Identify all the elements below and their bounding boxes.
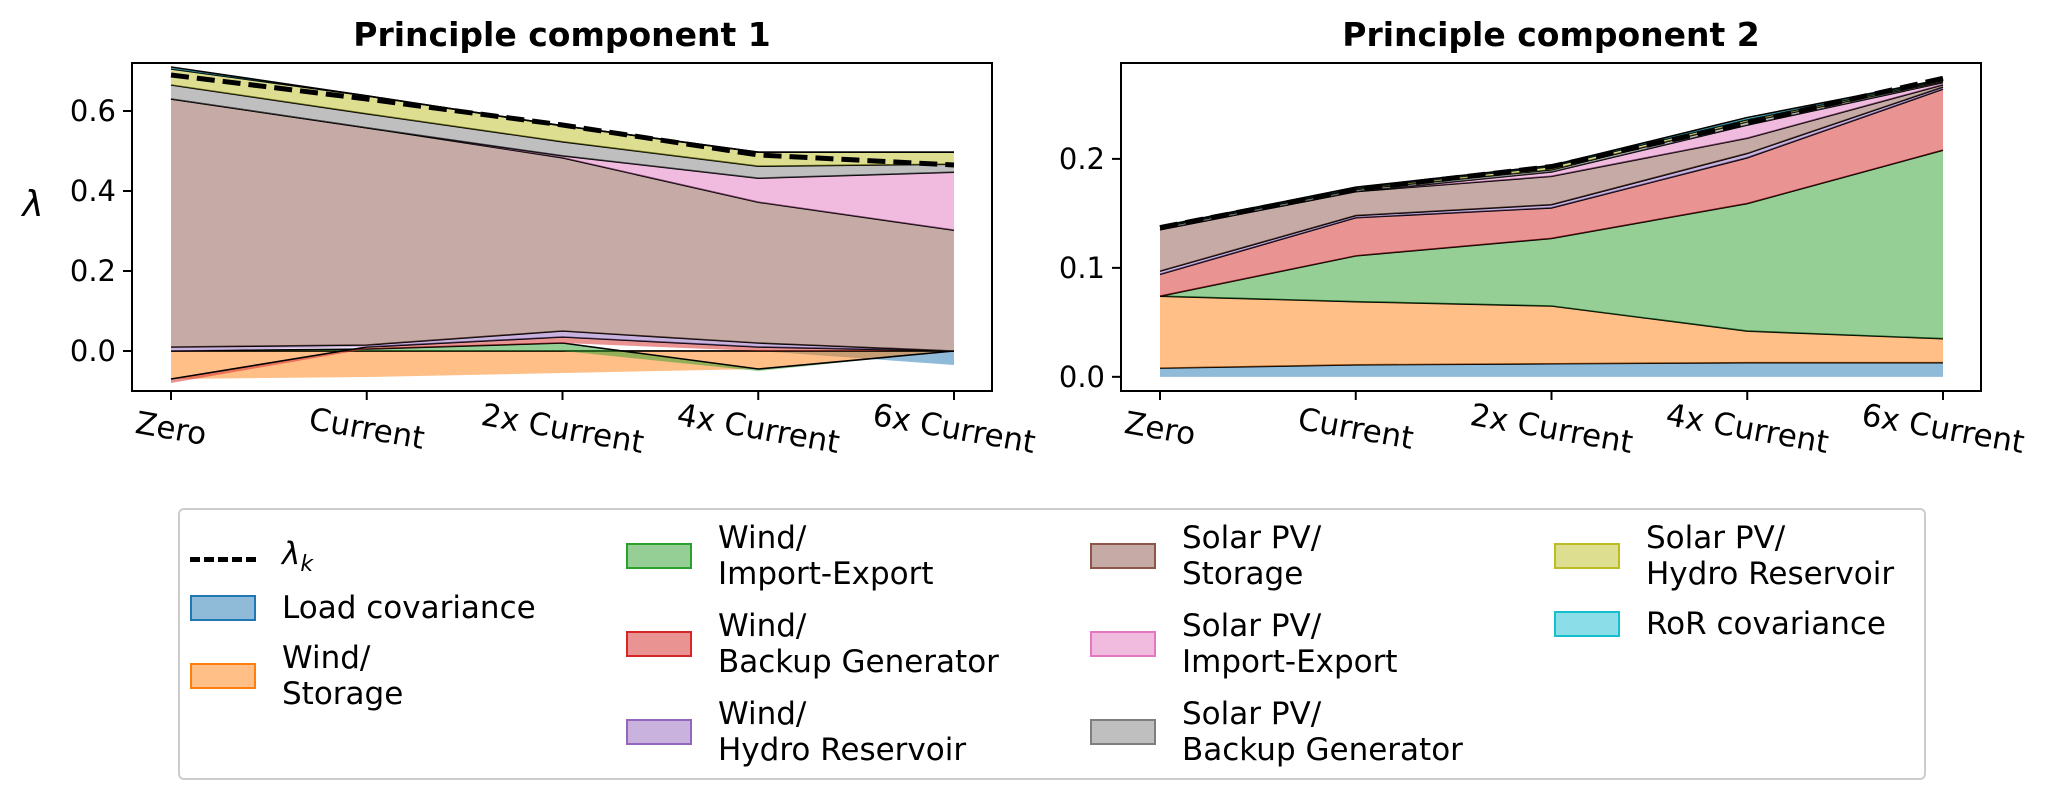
area-solar-hydro-1 bbox=[171, 69, 954, 167]
legend-label-ror: RoR covariance bbox=[1646, 606, 1886, 642]
lambda-k-line-1 bbox=[170, 72, 955, 168]
area-wind-hydro-1 bbox=[171, 331, 954, 351]
x-tick-label-2: 4x Current bbox=[1663, 397, 1831, 461]
area-wind-ie-1 bbox=[171, 343, 954, 371]
legend-swatch-lambda-k bbox=[190, 547, 256, 573]
plot-area-2 bbox=[1159, 75, 1944, 377]
area-solar-storage-1 bbox=[171, 99, 954, 351]
y-axis-label-1: λ bbox=[20, 184, 43, 225]
y-tick-label-1: 0.0 bbox=[70, 334, 116, 368]
x-tick-label-2: 6x Current bbox=[1859, 397, 2027, 461]
area-load-2 bbox=[1160, 362, 1943, 377]
plot-area-1 bbox=[170, 66, 955, 383]
area-solar-storage-2 bbox=[1160, 84, 1943, 272]
legend-label-solar-storage: Solar PV/ Storage bbox=[1182, 520, 1322, 592]
area-wind-storage-2 bbox=[1160, 296, 1943, 369]
legend-item-wind-hydro: Wind/ Hydro Reservoir bbox=[626, 696, 966, 768]
area-wind-backup-2 bbox=[1160, 89, 1943, 297]
legend-item-solar-ie: Solar PV/ Import-Export bbox=[1090, 608, 1398, 680]
legend-swatch-wind-hydro bbox=[626, 719, 692, 745]
legend-label-wind-backup: Wind/ Backup Generator bbox=[718, 608, 999, 680]
legend-item-load: Load covariance bbox=[190, 590, 536, 626]
x-tick-label-1: Current bbox=[306, 401, 427, 457]
legend-label-lambda-k: λk bbox=[282, 536, 314, 578]
x-tick-label-1: 6x Current bbox=[870, 397, 1038, 461]
legend-swatch-load bbox=[190, 595, 256, 621]
y-tick-label-1: 0.2 bbox=[70, 254, 116, 288]
area-wind-ie-2 bbox=[1160, 150, 1943, 339]
area-wind-backup-1 bbox=[171, 337, 954, 383]
y-tick-label-1: 0.4 bbox=[70, 174, 116, 208]
legend-label-solar-backup: Solar PV/ Backup Generator bbox=[1182, 696, 1463, 768]
x-tick-label-2: 2x Current bbox=[1467, 397, 1635, 461]
legend-swatch-solar-ie bbox=[1090, 631, 1156, 657]
legend-item-ror: RoR covariance bbox=[1554, 606, 1886, 642]
chart-title-2: Principle component 2 bbox=[1342, 15, 1759, 54]
legend-item-solar-storage: Solar PV/ Storage bbox=[1090, 520, 1321, 592]
legend-item-solar-backup: Solar PV/ Backup Generator bbox=[1090, 696, 1463, 768]
chart-panel-1: 0.0 0.2 0.4 0.6 Zero Current 2x Current 4x Curr… bbox=[20, 15, 1038, 461]
x-tick-label-2: Current bbox=[1295, 401, 1416, 457]
legend-label-solar-ie: Solar PV/ Import-Export bbox=[1182, 608, 1398, 680]
area-solar-ie-1 bbox=[171, 99, 954, 231]
legend-swatch-wind-backup bbox=[626, 631, 692, 657]
legend: λk Load covariance Wind/ Storage Wind/ I… bbox=[178, 508, 1926, 780]
legend-label-solar-hydro: Solar PV/ Hydro Reservoir bbox=[1646, 520, 1895, 592]
legend-label-wind-hydro: Wind/ Hydro Reservoir bbox=[718, 696, 967, 768]
y-tick-label-2: 0.0 bbox=[1059, 360, 1105, 394]
legend-swatch-wind-storage bbox=[190, 663, 256, 689]
legend-item-wind-ie: Wind/ Import-Export bbox=[626, 520, 934, 592]
area-solar-backup-1 bbox=[171, 85, 954, 179]
legend-item-wind-storage: Wind/ Storage bbox=[190, 640, 403, 712]
legend-swatch-solar-hydro bbox=[1554, 543, 1620, 569]
chart-title-1: Principle component 1 bbox=[353, 15, 770, 54]
area-wind-storage-1 bbox=[171, 351, 954, 379]
x-tick-label-1: 2x Current bbox=[478, 397, 646, 461]
y-tick-label-2: 0.2 bbox=[1059, 142, 1105, 176]
legend-swatch-wind-ie bbox=[626, 543, 692, 569]
y-tick-label-1: 0.6 bbox=[70, 94, 116, 128]
legend-item-lambda-k: λk bbox=[190, 536, 313, 583]
x-tick-label-1: 4x Current bbox=[674, 397, 842, 461]
lambda-k-line-2 bbox=[1159, 75, 1944, 230]
legend-swatch-ror bbox=[1554, 611, 1620, 637]
legend-swatch-solar-storage bbox=[1090, 543, 1156, 569]
legend-item-wind-backup: Wind/ Backup Generator bbox=[626, 608, 999, 680]
legend-swatch-solar-backup bbox=[1090, 719, 1156, 745]
legend-label-wind-storage: Wind/ Storage bbox=[282, 640, 404, 712]
legend-item-solar-hydro: Solar PV/ Hydro Reservoir bbox=[1554, 520, 1894, 592]
chart-panel-2: 0.0 0.1 0.2 Zero Current 2x Current 4x Current… bbox=[1059, 15, 2027, 461]
legend-label-load: Load covariance bbox=[282, 590, 536, 626]
x-tick-label-1: Zero bbox=[133, 405, 210, 453]
x-tick-label-2: Zero bbox=[1122, 405, 1199, 453]
legend-label-wind-ie: Wind/ Import-Export bbox=[718, 520, 934, 592]
y-tick-label-2: 0.1 bbox=[1059, 251, 1105, 285]
